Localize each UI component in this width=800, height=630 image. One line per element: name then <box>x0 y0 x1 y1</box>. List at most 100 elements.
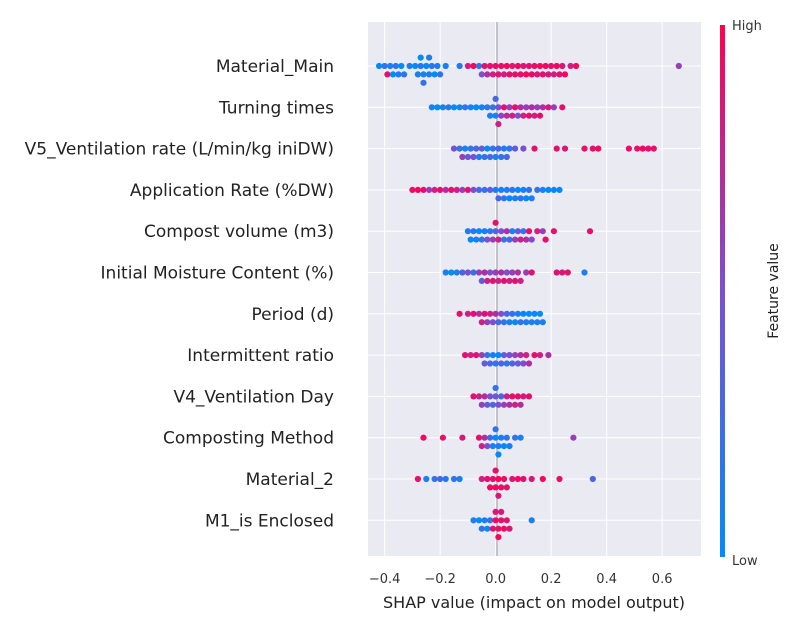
shap-point <box>470 517 477 524</box>
shap-point <box>489 104 496 111</box>
shap-point <box>481 310 488 317</box>
shap-point <box>517 401 524 408</box>
shap-point <box>423 62 430 70</box>
shap-point <box>500 104 508 111</box>
shap-point <box>634 145 641 152</box>
shap-point <box>506 443 513 450</box>
shap-point <box>473 352 480 359</box>
shap-point <box>523 104 530 111</box>
shap-point <box>478 401 485 408</box>
shap-point <box>398 62 405 70</box>
shap-point <box>484 352 491 359</box>
shap-point <box>531 352 538 359</box>
shap-point <box>492 219 499 226</box>
shap-point <box>495 401 502 408</box>
shap-point <box>487 228 494 235</box>
shap-point <box>520 228 527 235</box>
shap-point <box>495 475 502 483</box>
shap-point <box>492 517 499 524</box>
shap-point <box>475 393 483 400</box>
colorbar-low-label: Low <box>732 554 758 569</box>
shap-point <box>517 195 524 202</box>
shap-point <box>523 71 530 78</box>
shap-point <box>536 352 544 359</box>
shap-point <box>442 475 449 483</box>
shap-point <box>492 508 499 515</box>
feature-label: Application Rate (%DW) <box>130 181 334 201</box>
shap-point <box>492 62 499 70</box>
shap-point <box>514 112 522 119</box>
shap-point <box>595 145 602 152</box>
shap-point <box>442 62 449 70</box>
shap-point <box>517 352 524 359</box>
shap-point <box>511 104 519 111</box>
shap-point <box>511 277 519 284</box>
shap-point <box>548 62 555 70</box>
shap-point <box>500 475 508 483</box>
shap-point <box>520 360 527 367</box>
shap-point <box>503 228 510 235</box>
shap-point <box>545 71 552 78</box>
shap-point <box>506 401 513 408</box>
shap-point <box>489 236 496 243</box>
shap-point <box>478 104 485 111</box>
shap-point <box>500 352 508 359</box>
shap-point <box>498 186 505 193</box>
shap-point <box>506 195 513 202</box>
shap-point <box>495 443 502 450</box>
shap-point <box>484 71 491 78</box>
shap-point <box>506 525 513 532</box>
shap-point <box>534 104 541 111</box>
shap-point <box>503 360 510 367</box>
shap-point <box>536 112 544 119</box>
shap-point <box>489 401 496 408</box>
shap-point <box>484 401 491 408</box>
shap-point <box>523 352 530 359</box>
shap-point <box>492 484 499 491</box>
shap-point <box>539 228 546 235</box>
shap-point <box>561 71 569 78</box>
shap-point <box>489 475 496 483</box>
shap-point <box>431 71 438 78</box>
shap-point <box>553 269 560 276</box>
shap-point <box>487 434 494 441</box>
shap-point <box>492 310 499 317</box>
shap-point <box>456 145 463 152</box>
shap-point <box>550 228 558 235</box>
shap-point <box>428 104 435 111</box>
shap-point <box>500 277 508 284</box>
shap-point <box>553 145 560 152</box>
shap-point <box>384 71 391 78</box>
feature-label: Initial Moisture Content (%) <box>101 264 334 284</box>
shap-point <box>417 62 424 70</box>
shap-point <box>473 236 480 243</box>
shap-point <box>550 104 558 111</box>
shap-point <box>500 443 508 450</box>
shap-point <box>381 62 388 70</box>
shap-point <box>675 62 682 70</box>
shap-point <box>478 475 485 483</box>
x-tick-label: 0.6 <box>652 572 673 587</box>
shap-point <box>487 393 494 400</box>
shap-point <box>473 145 480 152</box>
shap-point <box>487 62 494 70</box>
shap-point <box>503 393 510 400</box>
shap-point <box>487 360 494 367</box>
shap-point <box>437 71 444 78</box>
shap-point <box>495 71 502 78</box>
shap-point <box>420 79 427 86</box>
shap-point <box>506 236 513 243</box>
shap-point <box>500 525 508 532</box>
shap-point <box>495 121 502 128</box>
shap-point <box>559 62 566 70</box>
shap-point <box>492 393 499 400</box>
shap-point <box>514 269 522 276</box>
shap-point <box>495 319 502 326</box>
shap-point <box>517 319 524 326</box>
shap-point <box>470 62 477 70</box>
shap-point <box>520 310 527 317</box>
shap-point <box>545 352 552 359</box>
shap-point <box>509 475 516 483</box>
shap-point <box>464 186 471 193</box>
shap-point <box>525 360 533 367</box>
